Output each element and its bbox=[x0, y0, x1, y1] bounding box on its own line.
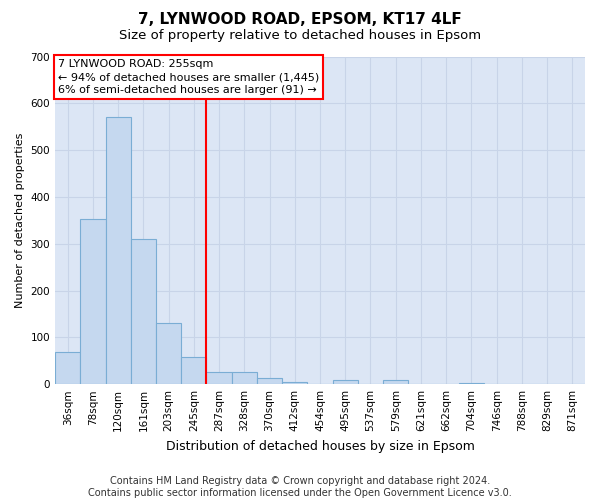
Bar bbox=[232, 372, 257, 384]
Bar bbox=[206, 372, 232, 384]
Text: 7 LYNWOOD ROAD: 255sqm
← 94% of detached houses are smaller (1,445)
6% of semi-d: 7 LYNWOOD ROAD: 255sqm ← 94% of detached… bbox=[58, 59, 319, 95]
Text: 7, LYNWOOD ROAD, EPSOM, KT17 4LF: 7, LYNWOOD ROAD, EPSOM, KT17 4LF bbox=[138, 12, 462, 28]
Bar bbox=[80, 220, 106, 384]
X-axis label: Distribution of detached houses by size in Epsom: Distribution of detached houses by size … bbox=[166, 440, 475, 452]
Y-axis label: Number of detached properties: Number of detached properties bbox=[15, 132, 25, 308]
Bar bbox=[282, 382, 307, 384]
Bar bbox=[332, 380, 358, 384]
Text: Contains HM Land Registry data © Crown copyright and database right 2024.
Contai: Contains HM Land Registry data © Crown c… bbox=[88, 476, 512, 498]
Bar bbox=[106, 118, 131, 384]
Bar bbox=[181, 357, 206, 384]
Bar bbox=[257, 378, 282, 384]
Bar bbox=[156, 324, 181, 384]
Bar bbox=[459, 383, 484, 384]
Text: Size of property relative to detached houses in Epsom: Size of property relative to detached ho… bbox=[119, 29, 481, 42]
Bar bbox=[383, 380, 409, 384]
Bar bbox=[131, 238, 156, 384]
Bar bbox=[55, 352, 80, 384]
